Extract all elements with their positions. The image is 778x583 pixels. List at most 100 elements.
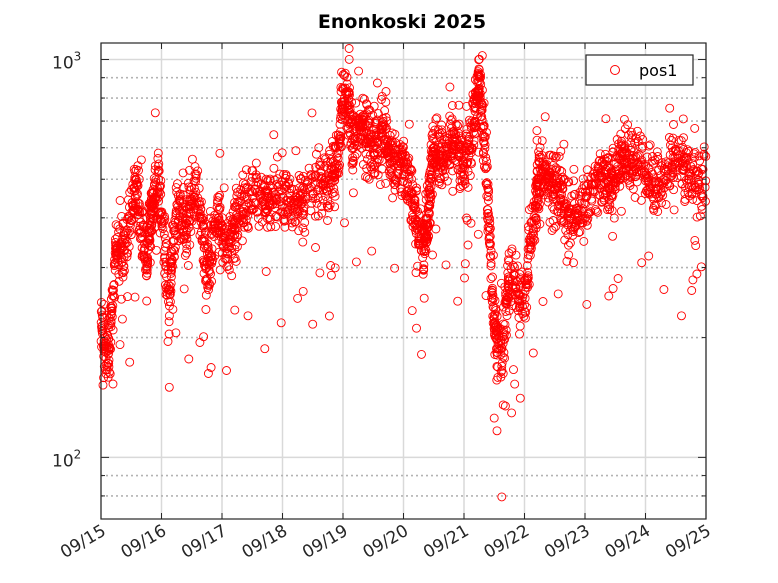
data-point-pos1 [366,162,376,172]
data-point-pos1 [370,168,380,178]
data-point-pos1 [578,204,588,214]
legend[interactable]: pos1 [585,54,694,86]
data-point-pos1 [420,244,430,254]
data-point-pos1 [616,206,626,216]
data-point-pos1 [123,292,132,302]
data-point-pos1 [621,163,630,173]
data-point-pos1 [545,170,555,180]
data-point-pos1 [336,114,345,124]
data-point-pos1 [644,141,654,151]
data-point-pos1 [243,221,253,231]
data-point-pos1 [575,227,585,237]
data-point-pos1 [276,318,286,328]
data-point-pos1 [486,258,496,268]
data-point-pos1 [659,285,669,294]
data-point-pos1 [476,122,486,132]
data-point-pos1 [642,173,652,183]
data-point-pos1 [421,233,431,242]
data-point-pos1 [349,134,359,144]
data-point-pos1 [333,148,343,158]
data-point-pos1 [104,342,114,352]
data-point-pos1 [477,105,487,115]
data-point-pos1 [441,158,451,168]
data-point-pos1 [219,183,229,193]
data-point-pos1 [281,180,291,190]
data-point-pos1 [559,201,569,211]
data-point-pos1 [462,213,472,223]
data-point-pos1 [142,271,152,281]
data-point-pos1 [521,280,531,290]
data-point-pos1 [350,140,359,150]
data-point-pos1 [677,165,687,175]
data-point-pos1 [171,183,181,193]
data-point-pos1 [568,204,578,214]
data-point-pos1 [503,255,513,265]
data-point-pos1 [376,148,386,158]
data-point-pos1 [419,246,429,256]
data-point-pos1 [452,135,462,145]
data-point-pos1 [475,89,485,99]
data-point-pos1 [290,217,300,227]
data-point-pos1 [673,146,683,156]
data-point-pos1 [475,73,484,83]
data-point-pos1 [335,134,345,144]
data-point-pos1 [236,185,246,195]
data-point-pos1 [583,172,593,182]
data-point-pos1 [342,89,352,99]
data-point-pos1 [411,229,421,238]
data-point-pos1 [497,358,507,368]
data-point-pos1 [403,159,413,169]
data-point-pos1 [475,77,485,87]
data-point-pos1 [287,222,297,232]
data-point-pos1 [551,151,561,161]
data-point-pos1 [335,160,345,170]
data-point-pos1 [564,250,574,260]
data-point-pos1 [214,204,224,214]
data-point-pos1 [252,188,262,198]
data-point-pos1 [327,170,337,180]
data-point-pos1 [691,241,701,251]
data-point-pos1 [520,293,530,303]
data-point-pos1 [482,156,491,166]
data-point-pos1 [659,183,669,193]
data-point-pos1 [168,237,178,247]
data-point-pos1 [323,201,333,211]
data-point-pos1 [425,178,435,188]
data-point-pos1 [155,182,165,192]
data-point-pos1 [545,184,555,194]
data-point-pos1 [650,189,660,199]
data-point-pos1 [676,136,686,146]
data-point-pos1 [206,251,216,261]
data-point-pos1 [693,178,703,188]
data-point-pos1 [165,297,175,307]
data-point-pos1 [507,408,517,418]
data-point-pos1 [619,114,629,124]
data-point-pos1 [234,197,244,207]
data-point-pos1 [431,137,441,147]
data-point-pos1 [223,254,233,264]
data-point-pos1 [349,143,359,153]
data-point-pos1 [158,217,168,227]
data-point-pos1 [394,161,404,171]
data-point-pos1 [293,199,303,209]
data-point-pos1 [666,172,676,182]
data-point-pos1 [399,136,409,146]
data-point-pos1 [236,216,246,225]
data-point-pos1 [540,112,550,122]
data-point-pos1 [249,204,259,214]
data-point-pos1 [381,113,391,122]
data-point-pos1 [630,192,640,202]
data-point-pos1 [204,285,213,295]
data-point-pos1 [669,120,678,129]
data-point-pos1 [159,229,169,239]
data-point-pos1 [193,166,203,176]
data-point-pos1 [116,294,126,304]
data-point-pos1 [690,147,700,157]
data-point-pos1 [369,150,379,160]
data-point-pos1 [224,237,234,247]
data-point-pos1 [182,248,192,258]
data-point-pos1 [537,136,547,146]
data-point-pos1 [497,343,507,353]
data-point-pos1 [427,189,437,199]
data-point-pos1 [233,187,243,197]
